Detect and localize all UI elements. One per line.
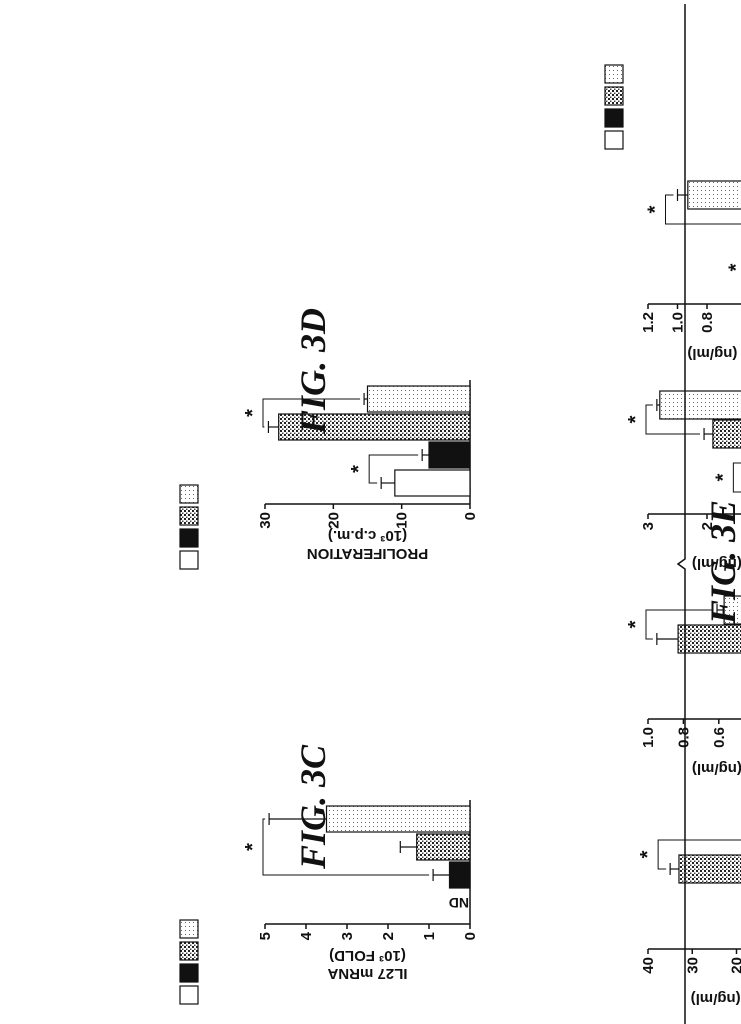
y-axis-label: IL-17 (ng/ml) — [692, 760, 741, 777]
legend-swatch — [180, 964, 198, 982]
bar-il-27-eclps — [688, 181, 741, 209]
y-tick-label: 1.0 — [670, 312, 687, 333]
legend-swatch — [180, 920, 198, 938]
chart-layer: 0 1 2 3 4 5 IL27 mRNA(10³ FOLD) ND * 0 10 20 30 PROLI… — [180, 65, 741, 1007]
bar-il-27-eclps — [327, 806, 471, 832]
y-tick-label: 10 — [394, 512, 411, 529]
fig-3d-label: FIG. 3D — [293, 308, 333, 435]
y-tick-label: 1.2 — [640, 312, 657, 333]
significance-star: * — [712, 473, 734, 481]
significance-star: * — [242, 843, 264, 851]
legend-swatch — [180, 942, 198, 960]
y-axis-label: IL27 mRNA — [327, 965, 407, 982]
significance-star: * — [242, 409, 264, 417]
legend-swatch — [180, 551, 198, 569]
significance-bracket — [733, 463, 741, 492]
bar-il-27-eclps — [660, 391, 741, 419]
bar-il-27 — [450, 862, 471, 888]
y-tick-label: 0 — [462, 932, 479, 940]
y-tick-label: 2 — [380, 932, 397, 940]
y-axis-unit: (10³ c.p.m.) — [328, 527, 407, 544]
y-axis-unit: (10³ FOLD) — [329, 947, 406, 964]
y-tick-label: 0.8 — [699, 312, 716, 333]
y-tick-label: 5 — [257, 932, 274, 940]
chart-2: 0 10 20 30 PROLIFERATION(10³ c.p.m.) * * — [242, 380, 479, 562]
bar-eclps — [417, 834, 470, 860]
chart-1: 0 1 2 3 4 5 IL27 mRNA(10³ FOLD) ND * — [242, 800, 479, 982]
y-tick-label: 40 — [640, 957, 657, 974]
legend-swatch — [180, 507, 198, 525]
y-tick-label: 20 — [325, 512, 342, 529]
significance-star: * — [625, 415, 647, 423]
legend-swatch — [180, 529, 198, 547]
y-tick-label: 20 — [729, 957, 741, 974]
nd-label: ND — [449, 895, 469, 911]
legend-swatch — [605, 65, 623, 83]
legend-2 — [180, 485, 198, 569]
y-tick-label: 1.0 — [640, 727, 657, 748]
significance-star: * — [637, 850, 659, 858]
legend-swatch — [605, 131, 623, 149]
fig-3e-label: FIG. 3E — [703, 500, 741, 625]
y-axis-label: PROLIFERATION — [307, 545, 428, 562]
significance-star: * — [726, 263, 741, 271]
fig-3c-label: FIG. 3C — [293, 744, 333, 870]
y-tick-label: 3 — [339, 932, 356, 940]
significance-star: * — [625, 620, 647, 628]
y-tick-label: 4 — [298, 931, 315, 940]
legend-swatch — [180, 485, 198, 503]
bar-il-27-eclps — [368, 386, 471, 412]
y-tick-label: 3 — [640, 522, 657, 530]
significance-star: * — [348, 465, 370, 473]
legend-1 — [180, 920, 198, 1004]
y-axis-label: IFN-γ (ng/ml) — [691, 990, 741, 1007]
bar-eclps — [713, 420, 741, 448]
significance-star: * — [645, 205, 667, 213]
bar-eclps — [678, 625, 741, 653]
y-tick-label: 0.8 — [675, 727, 692, 748]
chart-3: 010203040IFN-γ (ng/ml)** — [637, 820, 741, 1007]
y-tick-label: 1 — [421, 932, 438, 940]
y-tick-label: 30 — [257, 512, 274, 529]
bar-il-27 — [429, 442, 470, 468]
bar-none — [395, 470, 470, 496]
y-tick-label: 0.6 — [711, 727, 728, 748]
y-tick-label: 0 — [462, 512, 479, 520]
y-axis-label: TGF-β (ng/ml) — [687, 345, 741, 362]
bar-eclps — [679, 855, 741, 883]
legend-swatch — [180, 986, 198, 1004]
legend-3 — [605, 65, 623, 149]
y-tick-label: 30 — [684, 957, 701, 974]
legend-swatch — [605, 87, 623, 105]
chart-6: 00.81.01.2TGF-β (ng/ml)NDND** — [640, 175, 741, 362]
legend-swatch — [605, 109, 623, 127]
